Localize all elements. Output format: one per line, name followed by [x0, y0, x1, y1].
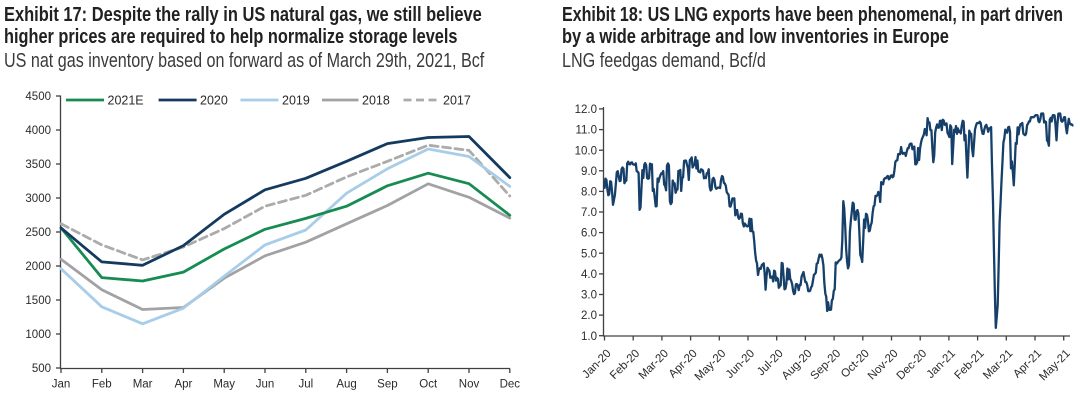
svg-text:9.0: 9.0	[581, 166, 597, 178]
svg-text:Feb-20: Feb-20	[608, 348, 642, 382]
svg-text:1000: 1000	[25, 329, 51, 341]
svg-text:Oct: Oct	[419, 379, 438, 391]
svg-text:Nov: Nov	[459, 379, 480, 391]
svg-text:May-20: May-20	[693, 348, 729, 384]
svg-text:6.0: 6.0	[581, 228, 597, 240]
svg-text:12.0: 12.0	[575, 104, 597, 116]
svg-text:Jul: Jul	[298, 379, 313, 391]
svg-text:10.0: 10.0	[575, 145, 597, 157]
svg-text:Aug: Aug	[336, 379, 356, 391]
svg-text:2018: 2018	[362, 94, 390, 108]
svg-text:Jun: Jun	[256, 379, 275, 391]
svg-text:1.0: 1.0	[581, 331, 597, 343]
svg-text:May: May	[213, 379, 235, 391]
svg-text:500: 500	[32, 363, 51, 375]
svg-text:3000: 3000	[25, 193, 51, 205]
svg-text:2021E: 2021E	[108, 94, 144, 108]
svg-text:Jan-21: Jan-21	[925, 348, 958, 381]
svg-text:3500: 3500	[25, 159, 51, 171]
svg-text:2017: 2017	[443, 94, 471, 108]
svg-text:Mar-21: Mar-21	[981, 348, 1015, 382]
svg-text:Jun-20: Jun-20	[724, 348, 757, 381]
svg-text:Sep: Sep	[377, 379, 397, 391]
svg-text:4.0: 4.0	[581, 269, 597, 281]
svg-text:Dec: Dec	[500, 379, 521, 391]
svg-text:8.0: 8.0	[581, 187, 597, 199]
svg-text:Dec-20: Dec-20	[895, 348, 930, 383]
svg-text:11.0: 11.0	[575, 125, 597, 137]
svg-text:2020: 2020	[200, 94, 228, 108]
svg-text:Feb-21: Feb-21	[952, 348, 986, 382]
svg-text:5.0: 5.0	[581, 248, 597, 260]
svg-text:7.0: 7.0	[581, 207, 597, 219]
svg-text:1500: 1500	[25, 295, 51, 307]
svg-text:2000: 2000	[25, 261, 51, 273]
svg-text:2.0: 2.0	[581, 310, 597, 322]
svg-text:Nov-20: Nov-20	[866, 348, 901, 383]
svg-text:3.0: 3.0	[581, 290, 597, 302]
svg-text:Sep-20: Sep-20	[809, 348, 844, 383]
svg-text:Feb: Feb	[92, 379, 112, 391]
svg-text:2019: 2019	[282, 94, 310, 108]
svg-text:Aug-20: Aug-20	[780, 348, 815, 383]
svg-text:Apr: Apr	[174, 379, 192, 391]
svg-text:Mar: Mar	[133, 379, 153, 391]
svg-text:Jan-20: Jan-20	[580, 348, 613, 381]
svg-text:2500: 2500	[25, 227, 51, 239]
svg-text:Mar-20: Mar-20	[637, 348, 671, 382]
svg-text:4000: 4000	[25, 125, 51, 137]
svg-text:May-21: May-21	[1037, 348, 1073, 384]
svg-text:4500: 4500	[25, 91, 51, 103]
svg-text:Jan: Jan	[52, 379, 71, 391]
